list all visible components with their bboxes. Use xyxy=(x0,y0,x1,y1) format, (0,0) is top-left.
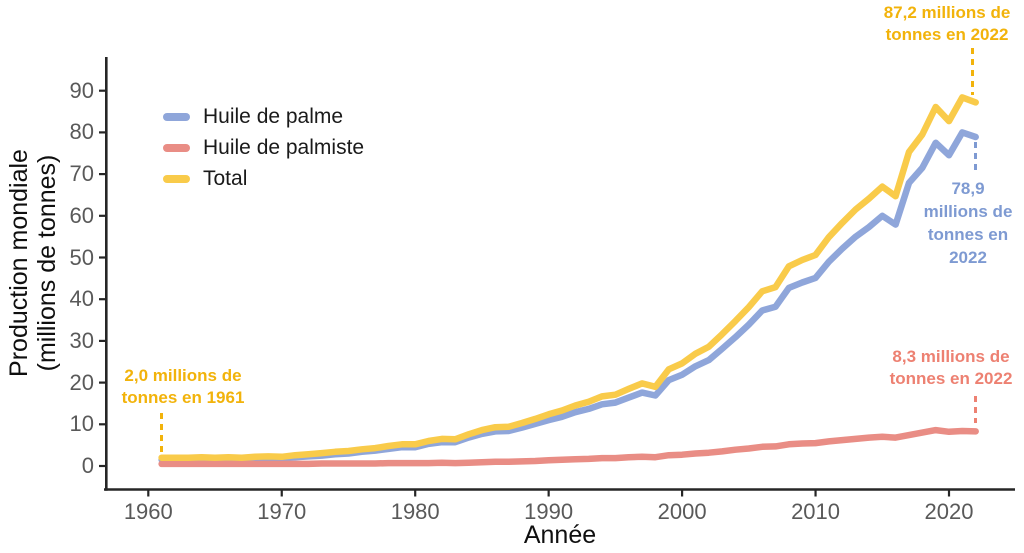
annotation-text-line: tonnes en 2022 xyxy=(889,369,1013,388)
y-tick-label: 50 xyxy=(69,244,94,270)
annotation-text-line: 8,3 millions de xyxy=(892,347,1010,366)
annotation-text-line: 87,2 millions de xyxy=(883,3,1011,22)
tick-marks xyxy=(99,89,951,497)
x-tick-label: 1970 xyxy=(257,499,307,524)
annotation-text-line: 2022 xyxy=(949,248,987,267)
annotation-text-line: tonnes en 1961 xyxy=(121,388,245,407)
annotation-palmiste-2022: 8,3 millions de tonnes en 2022 xyxy=(890,346,1013,390)
y-tick-label: 10 xyxy=(69,411,94,437)
y-tick-label: 30 xyxy=(69,327,94,353)
annotation-text-line: 78,9 xyxy=(951,179,985,198)
legend-item-palme: Huile de palme xyxy=(163,101,364,132)
annotation-connector-total-2022 xyxy=(971,48,974,95)
x-tick-label: 2000 xyxy=(657,499,707,524)
legend-swatch-palme xyxy=(163,112,190,121)
y-tick-label: 40 xyxy=(69,286,94,312)
legend-label-palme: Huile de palme xyxy=(203,104,344,128)
x-tick-label: 1980 xyxy=(390,499,440,524)
x-tick-label: 2010 xyxy=(791,499,841,524)
annotation-total-1961: 2,0 millions de tonnes en 1961 xyxy=(122,365,245,409)
y-tick-label: 70 xyxy=(69,161,94,187)
series-lines xyxy=(158,94,979,468)
y-tick-label: 90 xyxy=(69,77,94,103)
legend-item-total: Total xyxy=(163,163,364,194)
x-tick-label: 1960 xyxy=(123,499,173,524)
annotation-palme-2022: 78,9 millions de tonnes en 2022 xyxy=(924,177,1013,269)
y-tick-label: 0 xyxy=(81,453,94,478)
x-tick-label: 2020 xyxy=(924,499,974,524)
legend-item-palmiste: Huile de palmiste xyxy=(163,132,364,163)
legend-label-total: Total xyxy=(203,166,248,190)
series-line-total xyxy=(158,94,979,461)
y-tick-label: 60 xyxy=(69,202,94,228)
annotation-text-line: millions de xyxy=(923,202,1013,221)
annotation-connector-total-1961 xyxy=(160,413,163,453)
annotation-text-line: tonnes en 2022 xyxy=(885,25,1009,44)
x-axis-title: Année xyxy=(523,521,597,549)
annotation-text-line: tonnes en xyxy=(927,225,1009,244)
x-tick-label: 1990 xyxy=(524,499,574,524)
annotation-connector-palmiste-2022 xyxy=(974,396,977,423)
y-tick-label: 80 xyxy=(69,119,94,145)
legend: Huile de palme Huile de palmiste Total xyxy=(163,101,364,194)
annotation-total-2022: 87,2 millions de tonnes en 2022 xyxy=(884,2,1011,46)
series-line-huile-de-palmiste xyxy=(158,426,979,468)
annotation-text-line: 2,0 millions de xyxy=(124,366,242,385)
legend-swatch-total xyxy=(163,174,190,183)
y-tick-label: 20 xyxy=(69,369,94,395)
legend-swatch-palmiste xyxy=(163,143,190,152)
annotation-connector-palme-2022 xyxy=(974,142,977,171)
legend-label-palmiste: Huile de palmiste xyxy=(203,135,365,159)
y-axis-title-line1: Production mondiale xyxy=(5,149,33,377)
